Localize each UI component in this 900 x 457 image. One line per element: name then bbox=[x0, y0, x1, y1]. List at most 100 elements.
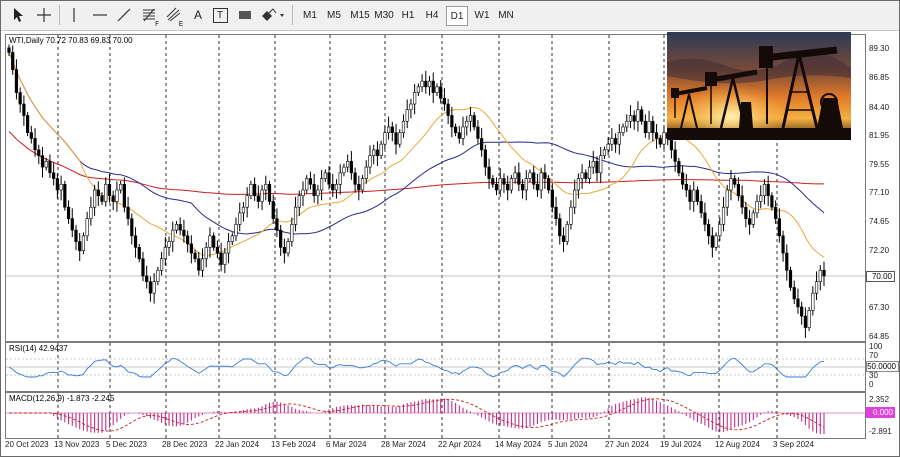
vertical-line-icon[interactable] bbox=[63, 4, 85, 26]
candle-body bbox=[468, 115, 473, 122]
candle-body bbox=[204, 247, 208, 260]
candle-body bbox=[11, 52, 15, 70]
candle-body bbox=[74, 229, 78, 242]
candle-body bbox=[379, 143, 383, 156]
candle-body bbox=[312, 183, 316, 197]
candle-body bbox=[171, 229, 175, 242]
candle-body bbox=[334, 183, 339, 191]
candle-body bbox=[658, 138, 662, 145]
candle-body bbox=[29, 132, 33, 139]
price-chart-canvas bbox=[6, 35, 865, 341]
timeframe-d1[interactable]: D1 bbox=[446, 6, 468, 26]
candle-body bbox=[565, 224, 569, 242]
timeframe-m5[interactable]: M5 bbox=[327, 9, 341, 21]
time-axis-label: 19 Jul 2024 bbox=[660, 440, 702, 449]
rsi-tick: 30 bbox=[869, 371, 878, 380]
time-axis-label: 13 Feb 2024 bbox=[271, 440, 316, 449]
candle-body bbox=[814, 281, 819, 294]
candle-body bbox=[442, 98, 447, 105]
text-icon[interactable]: A bbox=[193, 8, 202, 22]
candle-body bbox=[137, 247, 141, 260]
candle-body bbox=[513, 172, 517, 179]
text-label-glyph: T bbox=[212, 7, 228, 23]
candle-body bbox=[714, 235, 718, 248]
candle-body bbox=[811, 292, 815, 311]
crosshair-icon[interactable] bbox=[33, 4, 55, 26]
candle-body bbox=[163, 247, 167, 260]
candle-body bbox=[766, 183, 770, 197]
candle-body bbox=[223, 252, 227, 265]
candle-body bbox=[684, 183, 688, 191]
pitchfork-icon[interactable] bbox=[163, 4, 185, 26]
candle-body bbox=[573, 189, 577, 208]
rsi-tick: 100 bbox=[869, 342, 883, 351]
text-label-icon[interactable]: T bbox=[209, 4, 231, 26]
candle-body bbox=[755, 201, 759, 214]
candle-body bbox=[193, 252, 197, 260]
candle-body bbox=[96, 189, 100, 197]
candle-body bbox=[316, 189, 320, 197]
candle-body bbox=[662, 132, 666, 145]
shapes-icon[interactable] bbox=[259, 4, 287, 26]
candle-body bbox=[543, 172, 547, 179]
candle-body bbox=[249, 183, 253, 197]
candle-body bbox=[703, 212, 707, 225]
candle-body bbox=[360, 178, 365, 191]
timeframe-h1[interactable]: H1 bbox=[401, 9, 415, 21]
candle-body bbox=[595, 161, 599, 174]
candle-body bbox=[788, 269, 793, 288]
price-chart-pane[interactable]: WTI,Daily 70.72 70.83 69.83 70.00 bbox=[5, 32, 866, 342]
timeframe-m30[interactable]: M30 bbox=[374, 9, 394, 21]
candle-body bbox=[182, 229, 186, 237]
candle-body bbox=[617, 132, 621, 145]
timeframe-m1[interactable]: M1 bbox=[303, 9, 317, 21]
ma-mid-line bbox=[8, 52, 825, 235]
timeframe-h4[interactable]: H4 bbox=[425, 9, 439, 21]
candle-body bbox=[338, 172, 342, 185]
candle-body bbox=[383, 132, 387, 145]
candle-body bbox=[427, 80, 432, 88]
candle-body bbox=[725, 189, 729, 208]
candle-body bbox=[547, 178, 551, 191]
candle-body bbox=[759, 195, 763, 202]
candle-body bbox=[342, 166, 346, 174]
candle-body bbox=[22, 103, 26, 116]
candle-body bbox=[528, 172, 532, 179]
cursor-icon[interactable] bbox=[7, 4, 29, 26]
rsi-canvas bbox=[6, 343, 865, 391]
candle-body bbox=[807, 310, 811, 328]
candle-body bbox=[405, 109, 409, 122]
candle-body bbox=[688, 189, 692, 202]
horizontal-line-icon[interactable] bbox=[89, 4, 111, 26]
rsi-tick: 0 bbox=[869, 380, 874, 389]
timeframe-mn[interactable]: MN bbox=[498, 9, 514, 21]
candle-body bbox=[673, 149, 677, 162]
candle-body bbox=[111, 195, 115, 202]
candle-body bbox=[346, 161, 350, 168]
fibonacci-icon[interactable] bbox=[138, 4, 160, 26]
candle-body bbox=[729, 178, 733, 191]
candle-body bbox=[390, 126, 394, 133]
candle-body bbox=[323, 172, 327, 179]
time-axis-label: 3 Sep 2024 bbox=[773, 440, 814, 449]
timeframe-m15[interactable]: M15 bbox=[350, 9, 370, 21]
candle-body bbox=[115, 189, 119, 202]
candle-body bbox=[535, 183, 540, 191]
trendline-icon[interactable] bbox=[113, 4, 135, 26]
timeframe-w1[interactable]: W1 bbox=[474, 9, 490, 21]
candle-body bbox=[558, 218, 562, 237]
rsi-tick: 70 bbox=[869, 351, 878, 360]
price-tick: 74.65 bbox=[869, 217, 890, 226]
candle-body bbox=[744, 206, 748, 219]
candle-body bbox=[286, 241, 290, 254]
rsi-pane[interactable]: RSI(14) 42.9437 bbox=[5, 342, 866, 392]
candle-body bbox=[44, 161, 48, 168]
candle-body bbox=[85, 218, 89, 237]
candle-body bbox=[699, 201, 703, 214]
candle-body bbox=[621, 126, 625, 133]
macd-pane[interactable]: MACD(12,26,9) -1.873 -2.245 bbox=[5, 392, 866, 439]
candle-body bbox=[494, 183, 499, 191]
price-tick: 64.85 bbox=[869, 332, 890, 341]
candle-body bbox=[506, 183, 510, 191]
rectangle-label-icon[interactable] bbox=[234, 4, 256, 26]
